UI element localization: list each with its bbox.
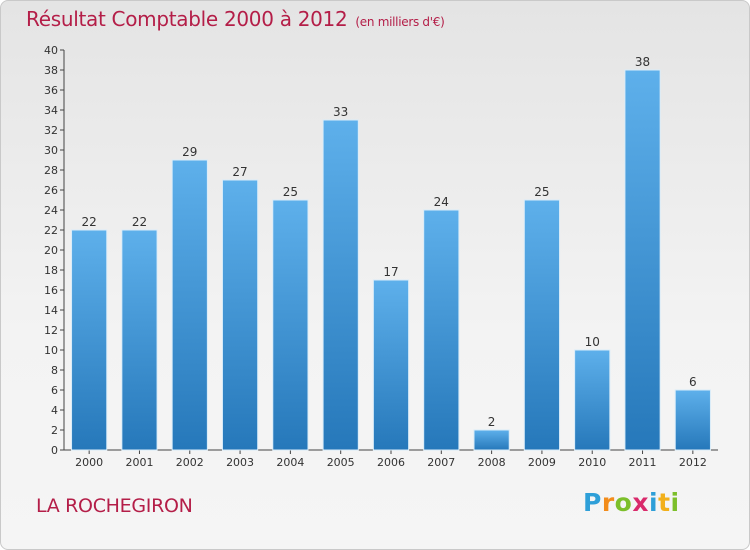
x-tick-label: 2002 [176, 456, 204, 469]
bar-2002 [171, 159, 208, 451]
x-tick-label: 2012 [679, 456, 707, 469]
commune-name: LA ROCHEGIRON [36, 495, 193, 517]
y-tick-label: 26 [44, 184, 58, 197]
y-tick-label: 16 [44, 284, 58, 297]
bar-value-label: 24 [434, 195, 449, 209]
x-tick-label: 2006 [377, 456, 405, 469]
bar-value-label: 17 [383, 265, 398, 279]
x-tick-label: 2007 [427, 456, 455, 469]
bar-2009 [523, 199, 561, 451]
logo-letter: i [649, 488, 659, 517]
y-tick-label: 0 [51, 444, 58, 457]
logo-letter: x [632, 488, 649, 517]
x-axis: 2000 2001 2002 2003 2004 2005 2006 2007 2008 2009… [64, 449, 718, 469]
bar-2007 [423, 209, 460, 451]
y-tick-label: 32 [44, 124, 58, 137]
x-tick-label: 2001 [125, 456, 153, 469]
logo-letter: i [670, 488, 680, 517]
bar-2005 [322, 119, 359, 451]
bar-2012 [674, 389, 711, 451]
y-tick-label: 10 [44, 344, 58, 357]
bar-value-label: 6 [689, 375, 697, 389]
y-tick-label: 20 [44, 244, 58, 257]
bar-2000 [71, 229, 108, 451]
x-tick-label: 2005 [327, 456, 355, 469]
y-tick-label: 36 [44, 84, 58, 97]
y-tick-label: 12 [44, 324, 58, 337]
bar-value-label: 25 [534, 185, 549, 199]
y-tick-label: 2 [51, 424, 58, 437]
bar-value-label: 27 [232, 165, 247, 179]
bar-2001 [121, 229, 158, 451]
y-tick-label: 4 [51, 404, 58, 417]
y-tick-label: 6 [51, 384, 58, 397]
bar-value-label: 22 [132, 215, 147, 229]
bar-2006 [372, 279, 410, 451]
y-tick-label: 22 [44, 224, 58, 237]
logo-letter: t [658, 488, 671, 517]
logo-letter: r [601, 488, 615, 517]
x-tick-label: 2004 [276, 456, 304, 469]
bar-value-label: 22 [82, 215, 97, 229]
bar-value-label: 10 [585, 335, 600, 349]
y-tick-label: 8 [51, 364, 58, 377]
bar-value-label: 33 [333, 105, 348, 119]
bar-value-label: 29 [182, 145, 197, 159]
bar-2010 [574, 349, 611, 451]
x-tick-label: 2011 [629, 456, 657, 469]
proxiti-logo: Proxiti [583, 488, 680, 517]
x-tick-label: 2000 [75, 456, 103, 469]
bar-2003 [221, 179, 259, 451]
bar-value-label: 25 [283, 185, 298, 199]
bar-value-label: 2 [488, 415, 496, 429]
x-tick-label: 2009 [528, 456, 556, 469]
y-tick-label: 40 [44, 44, 58, 57]
logo-letter: o [614, 488, 633, 517]
unit-note: (en milliers d'€) [355, 15, 445, 29]
x-tick-label: 2010 [578, 456, 606, 469]
x-tick-label: 2003 [226, 456, 254, 469]
chart-title: Résultat Comptable 2000 à 2012 (en millie… [26, 7, 445, 31]
bar-2011 [624, 69, 661, 451]
title-text: Résultat Comptable 2000 à 2012 [26, 7, 348, 31]
y-tick-label: 24 [44, 204, 58, 217]
y-tick-label: 30 [44, 144, 58, 157]
y-tick-label: 34 [44, 104, 58, 117]
logo-letter: P [583, 488, 602, 517]
x-tick-label: 2008 [478, 456, 506, 469]
bar-2008 [473, 429, 510, 451]
bar-2004 [272, 199, 309, 451]
y-tick-label: 14 [44, 304, 58, 317]
bar-value-label: 38 [635, 55, 650, 69]
y-tick-label: 28 [44, 164, 58, 177]
y-tick-label: 18 [44, 264, 58, 277]
y-tick-label: 38 [44, 64, 58, 77]
bars: 22 22 29 27 25 33 17 24 2 25 10 38 6 [71, 55, 711, 451]
